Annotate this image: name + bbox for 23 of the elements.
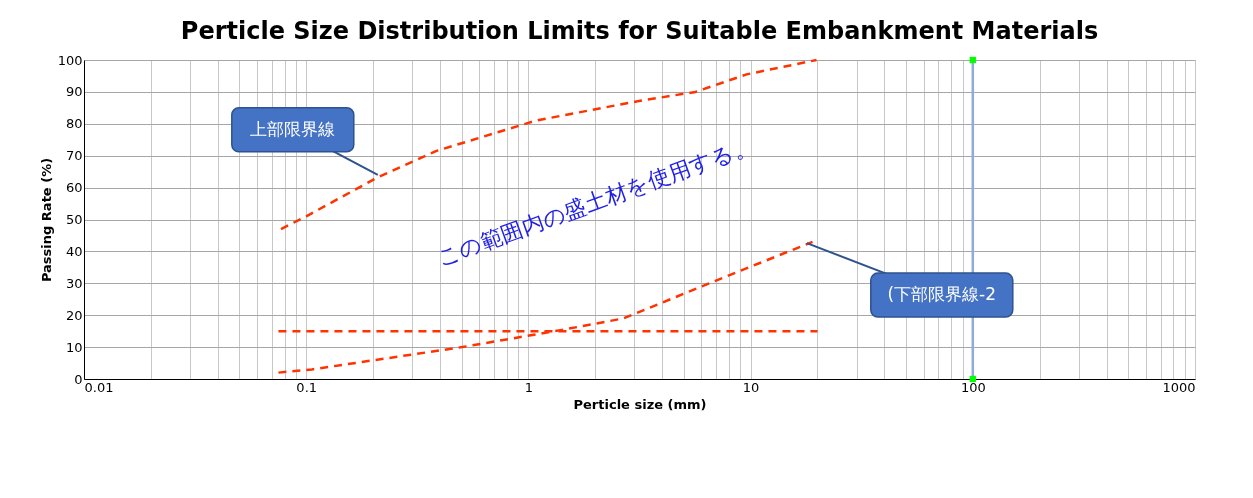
annotation: この範囲内の盛土材を使用する。 xyxy=(433,132,758,271)
x-tick-label: 1000 xyxy=(1162,379,1196,395)
y-tick-label: 0 xyxy=(74,371,83,387)
x-tick-label: 10 xyxy=(742,379,760,395)
x-tick-label: 0.01 xyxy=(84,379,114,395)
y-axis-title: Passing Rate (%) xyxy=(38,157,54,283)
y-tick-label: 70 xyxy=(65,148,83,164)
y-tick-label: 80 xyxy=(65,116,83,132)
y-tick-label: 20 xyxy=(65,307,83,323)
x-axis-title: Perticle size (mm) xyxy=(573,396,707,412)
x-tick-label: 0.1 xyxy=(296,379,318,395)
annotation: (下部限界線-2 xyxy=(887,284,997,305)
chart-title: Perticle Size Distribution Limits for Suitable Embankment Materials xyxy=(180,17,1099,45)
y-tick-label: 30 xyxy=(65,275,83,291)
y-tick-label: 60 xyxy=(65,180,83,196)
y-tick-label: 100 xyxy=(57,52,83,68)
x-tick-label: 1 xyxy=(524,379,534,395)
x-tick-label: 100 xyxy=(960,379,986,395)
y-tick-label: 50 xyxy=(65,212,83,227)
y-tick-label: 40 xyxy=(65,243,83,259)
annotation: 上部限界線 xyxy=(250,118,336,139)
y-tick-label: 90 xyxy=(65,84,83,100)
y-tick-label: 10 xyxy=(65,339,83,355)
